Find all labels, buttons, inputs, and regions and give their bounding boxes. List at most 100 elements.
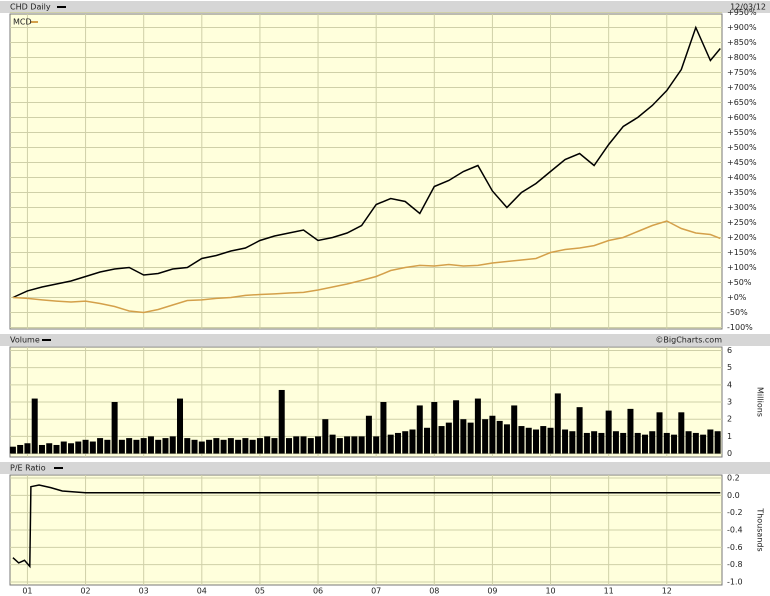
x-tick-label: 04: [197, 587, 207, 596]
y-tick-label: +250%: [727, 218, 757, 227]
volume-bar: [358, 436, 365, 454]
volume-bar: [438, 426, 445, 454]
y-tick-label: -0.8: [727, 560, 743, 569]
volume-bar: [424, 427, 431, 454]
volume-bar: [489, 415, 496, 454]
volume-bar: [663, 432, 670, 454]
volume-bar: [525, 427, 532, 454]
header-bar: [0, 462, 770, 474]
volume-bar: [256, 438, 263, 454]
volume-bar: [97, 438, 104, 454]
volume-bar: [220, 439, 227, 454]
y-tick-label: 0.0: [727, 491, 740, 500]
header-bar: [0, 1, 770, 13]
y-tick-label: +350%: [727, 188, 757, 197]
volume-bar: [351, 436, 358, 454]
volume-bar: [191, 439, 198, 454]
volume-bar: [31, 398, 38, 454]
y-tick-label: -0.4: [727, 526, 743, 535]
volume-bar: [605, 410, 612, 454]
volume-bar: [46, 443, 53, 454]
y-tick-label: +850%: [727, 38, 757, 47]
x-tick-label: 02: [80, 587, 90, 596]
volume-bar: [213, 438, 220, 454]
y-tick-label: +400%: [727, 173, 757, 182]
volume-bar: [184, 438, 191, 454]
y-tick-label: +950%: [727, 8, 757, 17]
volume-bar: [307, 438, 314, 454]
volume-bar: [75, 441, 82, 454]
volume-bar: [38, 444, 45, 454]
credit: ©BigCharts.com: [655, 336, 722, 345]
y-tick-label: +900%: [727, 23, 757, 32]
volume-bar: [300, 436, 307, 454]
volume-bar: [554, 393, 561, 454]
x-tick-label: 07: [371, 587, 381, 596]
y-tick-label: +450%: [727, 158, 757, 167]
y-tick-label: 0.2: [727, 474, 740, 483]
volume-bar: [271, 438, 278, 454]
volume-bar: [242, 438, 249, 454]
series-line: [12, 484, 721, 569]
volume-bar: [394, 432, 401, 454]
volume-bar: [511, 405, 518, 454]
x-tick-label: 06: [313, 587, 323, 596]
volume-bar: [612, 431, 619, 454]
volume-bar: [68, 443, 75, 454]
y-tick-label: -50%: [727, 308, 748, 317]
y-tick-label: +550%: [727, 128, 757, 137]
panel-title: P/E Ratio: [10, 464, 46, 473]
volume-bar: [53, 444, 60, 454]
volume-bar: [380, 402, 387, 454]
volume-bar: [155, 439, 162, 454]
volume-bar: [533, 429, 540, 454]
volume-bar: [264, 436, 271, 454]
volume-bar: [482, 419, 489, 454]
volume-bar: [445, 422, 452, 454]
series-line: [12, 25, 721, 299]
volume-bar: [576, 407, 583, 454]
y-tick-label: +800%: [727, 53, 757, 62]
volume-bar: [474, 398, 481, 454]
volume-bar: [402, 431, 409, 454]
volume-bar: [591, 431, 598, 454]
volume-bar: [278, 389, 285, 454]
volume-bar: [685, 431, 692, 454]
volume-bar: [322, 419, 329, 454]
volume-bar: [227, 438, 234, 454]
volume-bar: [387, 434, 394, 454]
volume-bar: [707, 429, 714, 454]
x-tick-label: 11: [604, 587, 614, 596]
volume-bar: [467, 422, 474, 454]
panel-title: Volume: [10, 336, 40, 345]
volume-bar: [692, 432, 699, 454]
y-tick-label: 6: [727, 346, 732, 355]
volume-bar: [416, 405, 423, 454]
volume-bar: [641, 434, 648, 454]
y-axis-label: Millions: [756, 387, 765, 417]
y-tick-label: +0%: [727, 293, 747, 302]
y-tick-label: +100%: [727, 263, 757, 272]
volume-bar: [111, 402, 118, 454]
volume-bar: [344, 436, 351, 454]
volume-bar: [126, 438, 133, 454]
y-tick-label: 3: [727, 398, 732, 407]
y-tick-label: +600%: [727, 113, 757, 122]
volume-bar: [649, 431, 656, 454]
volume-bar: [9, 446, 16, 454]
y-tick-label: 4: [727, 380, 732, 389]
y-tick-label: +200%: [727, 233, 757, 242]
volume-bar: [206, 439, 213, 454]
y-tick-label: +150%: [727, 248, 757, 257]
volume-bar: [562, 429, 569, 454]
volume-bar: [89, 441, 96, 454]
volume-bar: [671, 434, 678, 454]
plot-area: [9, 13, 723, 330]
volume-bar: [503, 424, 510, 454]
series-line: [12, 220, 721, 314]
x-tick-label: 01: [22, 587, 32, 596]
y-tick-label: -1.0: [727, 577, 743, 586]
date-label: 12/03/12: [730, 3, 766, 12]
volume-bar: [714, 431, 721, 454]
volume-bar: [329, 434, 336, 454]
